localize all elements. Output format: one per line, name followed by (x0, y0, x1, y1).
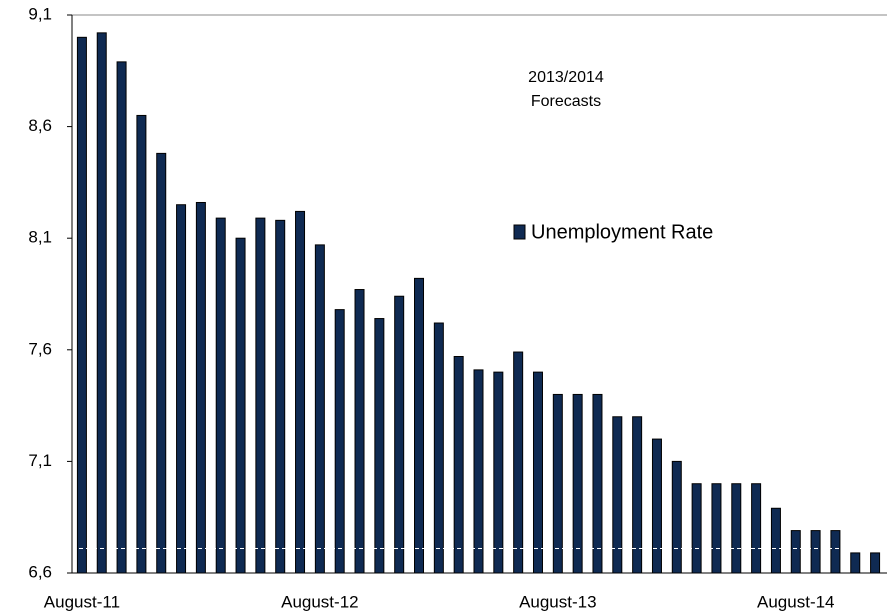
bar (394, 295, 405, 574)
bar (731, 483, 742, 574)
bar (334, 309, 345, 574)
y-tick-label: 9,1 (28, 4, 52, 23)
bar (751, 483, 762, 574)
y-tick-label: 6,6 (28, 562, 52, 581)
bar (770, 507, 781, 574)
bar (552, 393, 563, 574)
bar (96, 32, 107, 574)
bar (314, 244, 325, 574)
bar (493, 371, 504, 574)
x-tick-label: August-14 (757, 592, 835, 611)
bar (870, 552, 881, 574)
bar (513, 351, 524, 574)
bar (275, 219, 286, 574)
bar (671, 460, 682, 574)
bar (691, 483, 702, 574)
y-tick-label: 7,1 (28, 451, 52, 470)
bar (215, 217, 226, 574)
bar (612, 416, 623, 574)
bar (136, 114, 147, 574)
bar (116, 61, 127, 574)
x-tick-label: August-11 (44, 592, 120, 611)
bar (195, 201, 206, 574)
bar (176, 204, 187, 574)
x-tick-label: August-13 (519, 592, 597, 611)
bar (830, 530, 841, 574)
bar (354, 289, 365, 574)
bar (790, 530, 801, 574)
bar (572, 393, 583, 574)
x-tick-label: August-12 (281, 592, 359, 611)
bar (810, 530, 821, 574)
bar (433, 322, 444, 574)
bar (235, 237, 246, 574)
bar (592, 393, 603, 574)
bar (414, 277, 425, 574)
bar (76, 36, 87, 574)
bar (850, 552, 861, 574)
y-tick-label: 8,1 (28, 228, 52, 247)
annotation: 2013/2014 (528, 69, 604, 86)
bar (651, 438, 662, 574)
bar (156, 152, 167, 574)
legend-swatch (513, 224, 526, 240)
bar (374, 318, 385, 574)
annotation: Forecasts (531, 93, 601, 110)
bar (453, 355, 464, 574)
bar (295, 210, 306, 574)
legend-label: Unemployment Rate (531, 221, 713, 243)
bar (473, 369, 484, 574)
bar (532, 371, 543, 574)
y-tick-label: 7,6 (28, 339, 52, 358)
bar (632, 416, 643, 574)
bar (255, 217, 266, 574)
bar (711, 483, 722, 574)
y-tick-label: 8,6 (28, 116, 52, 135)
